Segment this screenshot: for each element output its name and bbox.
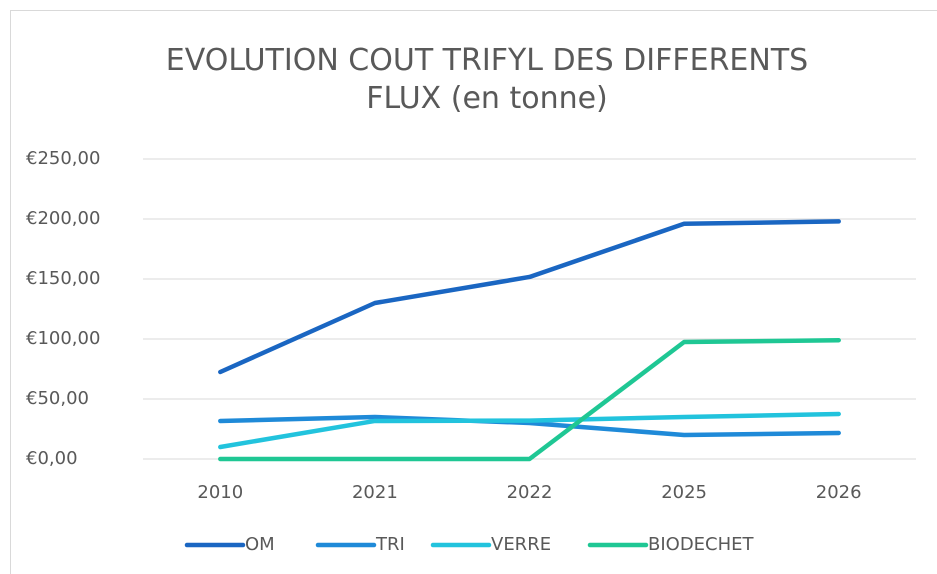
series-line (218, 414, 841, 438)
x-tick-label: 2010 (197, 482, 243, 503)
y-tick-label: €50,00 (26, 388, 89, 409)
y-tick-label: €0,00 (26, 448, 78, 469)
chart-frame (10, 10, 937, 574)
y-tick-label: €200,00 (26, 208, 100, 229)
x-tick-label: 2025 (661, 482, 707, 503)
legend-label: TRI (375, 534, 405, 555)
chart-title: EVOLUTION COUT TRIFYL DES DIFFERENTS FLU… (165, 43, 809, 116)
x-tick-label: 2021 (352, 482, 398, 503)
series-line (218, 337, 841, 462)
legend-label: OM (245, 534, 275, 555)
legend-label: BIODECHET (648, 534, 755, 555)
y-tick-label: €100,00 (26, 328, 100, 349)
legend-label: VERRE (491, 534, 551, 555)
y-tick-label: €250,00 (26, 148, 100, 169)
x-tick-label: 2026 (816, 482, 862, 503)
y-tick-label: €150,00 (26, 268, 100, 289)
x-tick-label: 2022 (507, 482, 553, 503)
series-line (218, 411, 841, 450)
series-line (218, 219, 841, 375)
